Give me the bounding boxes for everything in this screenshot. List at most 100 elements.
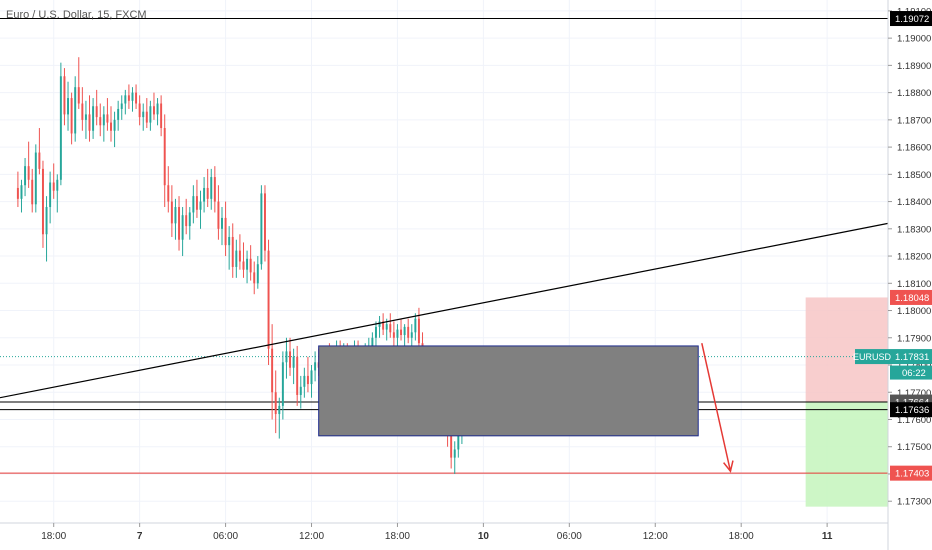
- candle-body: [34, 152, 37, 205]
- trendline[interactable]: [0, 222, 889, 399]
- candle: [263, 185, 266, 262]
- candle-body: [242, 261, 245, 270]
- arrow-head[interactable]: [723, 460, 734, 473]
- candle: [267, 239, 270, 366]
- candle: [181, 207, 184, 257]
- candle: [63, 68, 66, 126]
- candle: [210, 168, 213, 210]
- candle-body: [163, 128, 166, 186]
- candle: [106, 98, 109, 131]
- candle-body: [414, 318, 417, 333]
- candle: [303, 367, 306, 398]
- candle-body: [152, 106, 155, 115]
- candle: [299, 375, 302, 409]
- candle-body: [31, 179, 34, 205]
- candle: [117, 100, 120, 131]
- candle-body: [249, 258, 252, 273]
- candle: [67, 81, 70, 131]
- candle: [453, 441, 456, 474]
- candle: [199, 190, 202, 229]
- candle: [249, 245, 252, 281]
- candle: [20, 179, 23, 213]
- candle-body: [213, 177, 216, 202]
- candle: [113, 111, 116, 148]
- candle-body: [106, 114, 109, 123]
- candle: [407, 318, 410, 344]
- candle-body: [382, 321, 385, 330]
- candle-body: [306, 375, 309, 385]
- candle-body: [74, 87, 77, 134]
- candle: [195, 179, 198, 218]
- candle: [77, 57, 80, 109]
- candle-body: [267, 250, 270, 349]
- candle: [120, 95, 123, 120]
- candle: [231, 223, 234, 278]
- candle-body: [110, 122, 112, 131]
- candle: [285, 337, 288, 379]
- candle: [206, 168, 209, 208]
- candle-body: [310, 370, 313, 385]
- candle-body: [235, 250, 238, 267]
- candle-body: [16, 187, 19, 199]
- current-price-label-bg: [890, 349, 932, 365]
- candle: [203, 177, 206, 213]
- candle-body: [285, 351, 288, 363]
- candle-body: [253, 272, 256, 284]
- price-tick-label: 1.18200: [897, 252, 931, 263]
- candle-body: [206, 187, 209, 199]
- candle-body: [195, 196, 198, 210]
- candle-body: [274, 392, 277, 415]
- candle: [34, 144, 37, 213]
- candle-body: [156, 103, 159, 115]
- candle: [192, 185, 195, 224]
- candle-body: [299, 386, 302, 395]
- candle-body: [124, 95, 127, 104]
- candle-body: [374, 326, 377, 338]
- candle-body: [314, 362, 317, 371]
- candle: [314, 351, 317, 382]
- candle-body: [192, 196, 195, 213]
- candle-body: [417, 318, 420, 344]
- candle-body: [281, 362, 284, 406]
- drawings[interactable]: [0, 222, 889, 473]
- candle: [306, 356, 309, 393]
- candle-body: [210, 177, 213, 199]
- support-level-label: 1.17636: [895, 405, 929, 416]
- candle: [174, 198, 177, 240]
- candle: [253, 261, 256, 295]
- candle-body: [88, 114, 91, 131]
- target-level-label: 1.17403: [895, 469, 929, 480]
- candle: [124, 89, 127, 115]
- price-tick-label: 1.18900: [897, 61, 931, 72]
- time-axis[interactable]: 18:00 7 06:00 12:00 18:00 10 06:00 12:00 18:00 11: [0, 522, 888, 542]
- candle: [292, 348, 295, 385]
- support-level-label-bg: [890, 402, 932, 418]
- candle: [188, 207, 191, 240]
- candle-body: [38, 152, 41, 169]
- candle: [135, 84, 138, 109]
- countdown-bg: [890, 365, 932, 380]
- candle: [389, 313, 392, 338]
- candle: [99, 103, 102, 137]
- time-tick-label: 12:00: [299, 531, 324, 542]
- arrow-shaft[interactable]: [701, 343, 732, 472]
- candle: [16, 171, 19, 208]
- candle: [27, 141, 30, 188]
- candle: [84, 100, 87, 139]
- candle-body: [271, 348, 274, 393]
- position-zones: [805, 297, 888, 507]
- candle-body: [131, 92, 134, 101]
- candle: [374, 321, 377, 346]
- candle: [378, 315, 381, 338]
- symbol-title: Euro / U.S. Dollar, 15, FXCM: [6, 9, 147, 21]
- candle-body: [385, 324, 388, 330]
- candle-body: [263, 193, 266, 251]
- candle: [160, 95, 163, 137]
- price-tick-label: 1.17700: [897, 388, 931, 399]
- candle-body: [167, 185, 170, 202]
- candle: [271, 324, 274, 420]
- range-box[interactable]: [318, 345, 699, 437]
- candle: [127, 84, 130, 109]
